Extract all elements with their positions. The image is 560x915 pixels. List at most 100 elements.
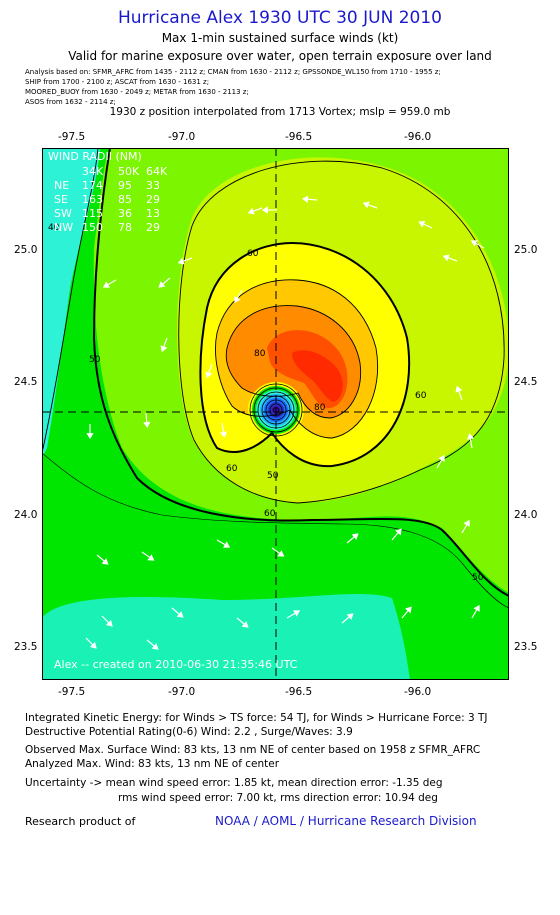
wind-radii-header: 64K (146, 165, 168, 178)
wind-arrow-head (470, 240, 478, 247)
contour-label: 80 (254, 349, 266, 359)
svg-text:163: 163 (82, 193, 103, 206)
rms-line: rms wind speed error: 7.00 kt, rms direc… (118, 792, 438, 804)
analysis-line: SHIP from 1700 - 2100 z; ASCAT from 1630… (25, 78, 210, 86)
analyzed-max-line: Analyzed Max. Wind: 83 kts, 13 nm NE of … (25, 758, 280, 770)
svg-text:SE: SE (54, 193, 68, 206)
contour-label: 50 (472, 573, 484, 583)
wind-arrow-head (147, 554, 155, 561)
wind-arrows (85, 195, 485, 650)
wind-arrow-head (362, 201, 370, 209)
observed-max-line: Observed Max. Surface Wind: 83 kts, 13 n… (25, 744, 481, 756)
ike-line: Integrated Kinetic Energy: for Winds > T… (25, 712, 488, 724)
bottom-lon-tick: -96.0 (404, 686, 432, 698)
left-lat-tick: 24.0 (14, 509, 38, 521)
svg-text:29: 29 (146, 221, 160, 234)
svg-text:150: 150 (82, 221, 103, 234)
svg-text:95: 95 (118, 179, 132, 192)
contour-label: 50 (267, 471, 279, 481)
top-lon-tick: -96.5 (285, 131, 313, 143)
wind-radii-row: NW 150 78 29 (54, 221, 160, 234)
wind-arrow-head (442, 254, 450, 262)
wind-arrow-head (277, 550, 285, 557)
uncertainty-line: Uncertainty -> mean wind speed error: 1.… (25, 777, 443, 789)
svg-text:78: 78 (118, 221, 132, 234)
map-frame (42, 148, 509, 680)
wind-arrow-head (466, 433, 475, 440)
wind-arrow-head (351, 533, 359, 540)
analysis-line: MOORED_BUOY from 1630 - 2049 z; METAR fr… (25, 88, 249, 96)
bottom-lon-tick: -97.5 (58, 686, 86, 698)
wind-arrow-head (463, 519, 470, 527)
left-lat-tick: 23.5 (14, 641, 38, 653)
bottom-lon-tick: -96.5 (285, 686, 313, 698)
svg-text:13: 13 (146, 207, 160, 220)
noaa-link[interactable]: NOAA / AOML / Hurricane Research Divisio… (215, 814, 477, 828)
svg-text:SW: SW (54, 207, 72, 220)
wind-radii-title: WIND RADII (NM) (48, 150, 142, 163)
contour-80 (225, 305, 362, 419)
contour-label: 60 (226, 464, 238, 474)
wind-arrow-head (405, 606, 412, 614)
left-lat-tick: 25.0 (14, 244, 38, 256)
right-lat-tick: 24.5 (514, 376, 538, 388)
subtitle-exposure: Valid for marine exposure over water, op… (68, 49, 492, 63)
svg-text:NW: NW (54, 221, 73, 234)
wind-radii-row: NE 174 95 33 (54, 179, 160, 192)
wind-arrow-head (301, 195, 309, 203)
bottom-lon-tick: -97.0 (168, 686, 196, 698)
top-lon-tick: -97.5 (58, 131, 86, 143)
contour-label: 60 (247, 249, 259, 259)
wind-arrow-head (102, 281, 110, 288)
svg-text:85: 85 (118, 193, 132, 206)
wind-radii-table: WIND RADII (NM) 34K 50K 64K NE 174 95 33 SE… (48, 150, 168, 234)
right-lat-tick: 23.5 (514, 641, 538, 653)
contour-label: 60 (415, 391, 427, 401)
wind-arrow-head (293, 610, 301, 617)
wind-band-aqua (42, 594, 410, 680)
wind-arrow-head (346, 613, 354, 620)
wind-arrow-head (223, 541, 231, 548)
svg-text:115: 115 (82, 207, 103, 220)
wind-arrow-head (418, 220, 426, 228)
wind-arrow-head (151, 643, 159, 650)
wind-radii-row: SW 115 36 13 (54, 207, 160, 220)
wind-radii-header: 50K (118, 165, 140, 178)
right-lat-tick: 24.0 (514, 509, 538, 521)
analysis-line: ASOS from 1632 - 2114 z; (25, 98, 116, 106)
analysis-line: Analysis based on: SFMR_AFRC from 1435 -… (25, 68, 441, 76)
subtitle-winds: Max 1-min sustained surface winds (kt) (161, 31, 399, 45)
contour-label: 80 (314, 403, 326, 413)
contour-label: 60 (264, 509, 276, 519)
wind-arrow-head (101, 558, 109, 565)
wind-arrow-head (176, 611, 184, 618)
svg-text:36: 36 (118, 207, 132, 220)
top-lon-tick: -97.0 (168, 131, 196, 143)
wind-arrow-head (247, 207, 255, 215)
top-lon-tick: -96.0 (404, 131, 432, 143)
contour-70 (215, 279, 379, 439)
wind-radii-row: SE 163 85 29 (54, 193, 160, 206)
wind-arrow-head (105, 619, 113, 627)
svg-text:33: 33 (146, 179, 160, 192)
wind-arrow-head (261, 206, 268, 214)
contour-40 (42, 148, 99, 454)
wind-band-red (292, 350, 343, 402)
contour-50 (92, 148, 509, 597)
wind-arrow-head (234, 296, 241, 304)
map-credit: Alex -- created on 2010-06-30 21:35:46 U… (54, 658, 298, 671)
wind-arrow-head (177, 257, 185, 265)
contour-label: 50 (89, 355, 101, 365)
page-title: Hurricane Alex 1930 UTC 30 JUN 2010 (118, 8, 442, 28)
left-lat-tick: 24.5 (14, 376, 38, 388)
wind-radii-header: 34K (82, 165, 104, 178)
dpr-line: Destructive Potential Rating(0-6) Wind: … (25, 726, 353, 738)
wind-arrow-head (438, 454, 445, 462)
wind-arrow-head (473, 604, 480, 612)
right-lat-tick: 25.0 (514, 244, 538, 256)
contour-50-outer (42, 452, 509, 609)
svg-text:NE: NE (54, 179, 69, 192)
wind-arrow-head (86, 433, 94, 440)
wind-field-map: 60 60 60 60 80 80 50 50 50 40 WIND RADII… (42, 148, 509, 680)
contour-label: 40 (48, 223, 60, 233)
